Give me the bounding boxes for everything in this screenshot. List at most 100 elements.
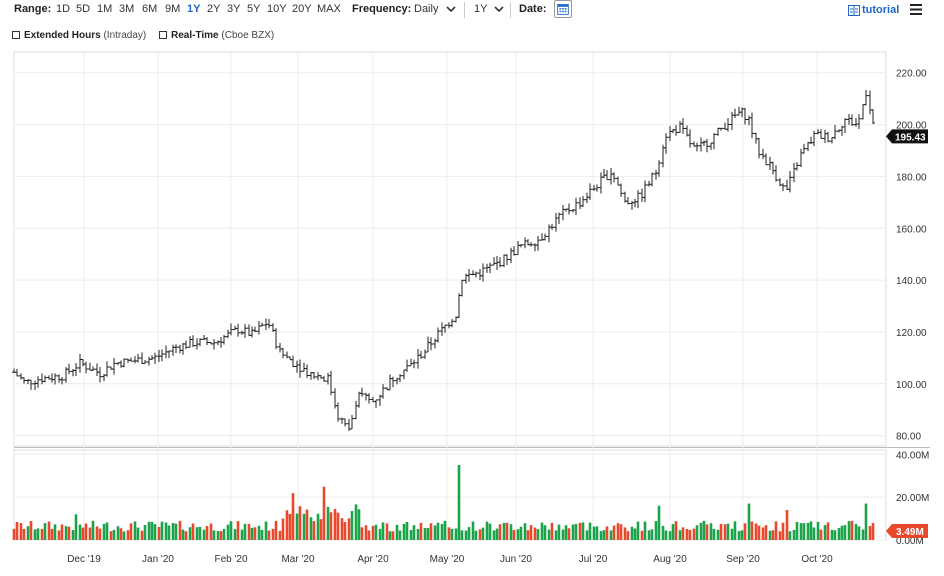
volume-bar xyxy=(50,528,54,540)
volume-bar xyxy=(319,519,323,540)
volume-bar xyxy=(781,522,785,540)
volume-bar xyxy=(216,531,220,540)
calendar-icon[interactable] xyxy=(554,0,572,18)
range-1y[interactable]: 1Y xyxy=(187,3,201,15)
volume-bar xyxy=(650,529,654,540)
volume-bar xyxy=(595,526,599,540)
volume-tick-label: 40.00M xyxy=(896,450,929,461)
range-1d[interactable]: 1D xyxy=(56,3,71,15)
range-20y[interactable]: 20Y xyxy=(292,3,312,15)
toolbar: Range: 1D 5D 1M 3M 6M 9M 1Y 2Y 3Y 5Y 10Y… xyxy=(0,0,944,22)
volume-bar xyxy=(388,531,392,540)
volume-bar xyxy=(74,514,78,540)
x-tick-label: Dec '19 xyxy=(67,554,101,565)
volume-bar xyxy=(481,527,485,540)
volume-bar xyxy=(295,513,299,540)
volume-bar xyxy=(333,508,337,540)
volume-bar xyxy=(850,520,854,540)
volume-bar xyxy=(492,530,496,540)
volume-bar xyxy=(105,522,109,540)
volume-bar xyxy=(229,521,233,540)
ohlc-bars xyxy=(12,89,875,432)
volume-bar xyxy=(340,518,344,540)
range-3m[interactable]: 3M xyxy=(119,3,135,15)
volume-bar xyxy=(785,510,789,540)
range-6m[interactable]: 6M xyxy=(142,3,158,15)
chevron-down-icon[interactable] xyxy=(494,4,504,14)
volume-bar xyxy=(443,520,447,540)
real-time-checkbox[interactable] xyxy=(159,31,167,39)
volume-bar xyxy=(837,528,841,540)
volume-bar xyxy=(626,531,630,540)
volume-bar xyxy=(26,526,30,540)
extended-hours-sub: (Intraday) xyxy=(103,30,147,41)
volume-bar xyxy=(243,523,247,540)
volume-bar xyxy=(588,522,592,540)
period-dropdown[interactable]: 1Y xyxy=(474,3,488,15)
range-3y[interactable]: 3Y xyxy=(227,3,241,15)
volume-bar xyxy=(181,529,185,540)
range-10y[interactable]: 10Y xyxy=(267,3,287,15)
range-5y[interactable]: 5Y xyxy=(247,3,261,15)
volume-bar xyxy=(222,528,226,540)
volume-bar xyxy=(868,526,872,540)
volume-bar xyxy=(740,530,744,540)
x-tick-label: Jun '20 xyxy=(500,554,532,565)
volume-bar xyxy=(53,524,57,540)
range-9m[interactable]: 9M xyxy=(165,3,181,15)
x-tick-label: Jan '20 xyxy=(142,554,174,565)
tutorial-link[interactable]: tutorial xyxy=(862,4,900,16)
volume-bar xyxy=(478,529,482,540)
x-tick-label: Feb '20 xyxy=(214,554,247,565)
extended-hours-checkbox[interactable] xyxy=(12,31,20,39)
date-label: Date: xyxy=(519,3,547,15)
volume-bar xyxy=(419,522,423,540)
range-5d[interactable]: 5D xyxy=(76,3,91,15)
x-tick-label: Aug '20 xyxy=(653,554,687,565)
volume-bar xyxy=(219,531,223,540)
volume-bar xyxy=(737,531,741,540)
volume-bar xyxy=(806,522,810,540)
volume-tick-label: 0.00M xyxy=(896,536,924,547)
volume-bar xyxy=(316,513,320,540)
frequency-dropdown[interactable]: Daily xyxy=(414,3,439,15)
real-time-option[interactable]: Real-Time (Cboe BZX) xyxy=(171,30,274,41)
price-tick-label: 160.00 xyxy=(896,224,927,235)
volume-bar xyxy=(460,530,464,540)
volume-bar xyxy=(167,525,171,540)
volume-bar xyxy=(661,525,665,540)
volume-bar xyxy=(171,523,175,540)
volume-bar xyxy=(592,526,596,540)
range-1m[interactable]: 1M xyxy=(97,3,113,15)
extended-hours-option[interactable]: Extended Hours (Intraday) xyxy=(24,30,146,41)
volume-bar xyxy=(857,526,861,540)
range-max[interactable]: MAX xyxy=(317,3,341,15)
volume-bar xyxy=(298,506,302,540)
volume-bar xyxy=(564,525,568,540)
volume-bar xyxy=(398,530,402,540)
chevron-down-icon[interactable] xyxy=(446,4,456,14)
range-2y[interactable]: 2Y xyxy=(207,3,221,15)
volume-bar xyxy=(264,521,268,540)
volume-bars xyxy=(12,465,875,540)
volume-bar xyxy=(98,528,102,540)
price-tick-label: 120.00 xyxy=(896,328,927,339)
hamburger-menu-icon[interactable] xyxy=(910,4,922,15)
volume-bar xyxy=(823,525,827,540)
volume-bar xyxy=(205,525,209,540)
frequency-label: Frequency: xyxy=(352,3,412,15)
volume-bar xyxy=(512,529,516,540)
volume-bar xyxy=(271,528,275,540)
volume-bar xyxy=(802,523,806,540)
volume-bar xyxy=(678,530,682,540)
last-price-badge xyxy=(886,129,928,144)
last-volume-badge xyxy=(886,524,928,538)
volume-bar xyxy=(71,530,75,540)
volume-bar xyxy=(861,529,865,540)
volume-bar xyxy=(750,521,754,540)
volume-bar xyxy=(505,522,509,540)
volume-bar xyxy=(378,528,382,540)
volume-bar xyxy=(140,530,144,540)
tutorial-icon[interactable] xyxy=(848,5,860,16)
